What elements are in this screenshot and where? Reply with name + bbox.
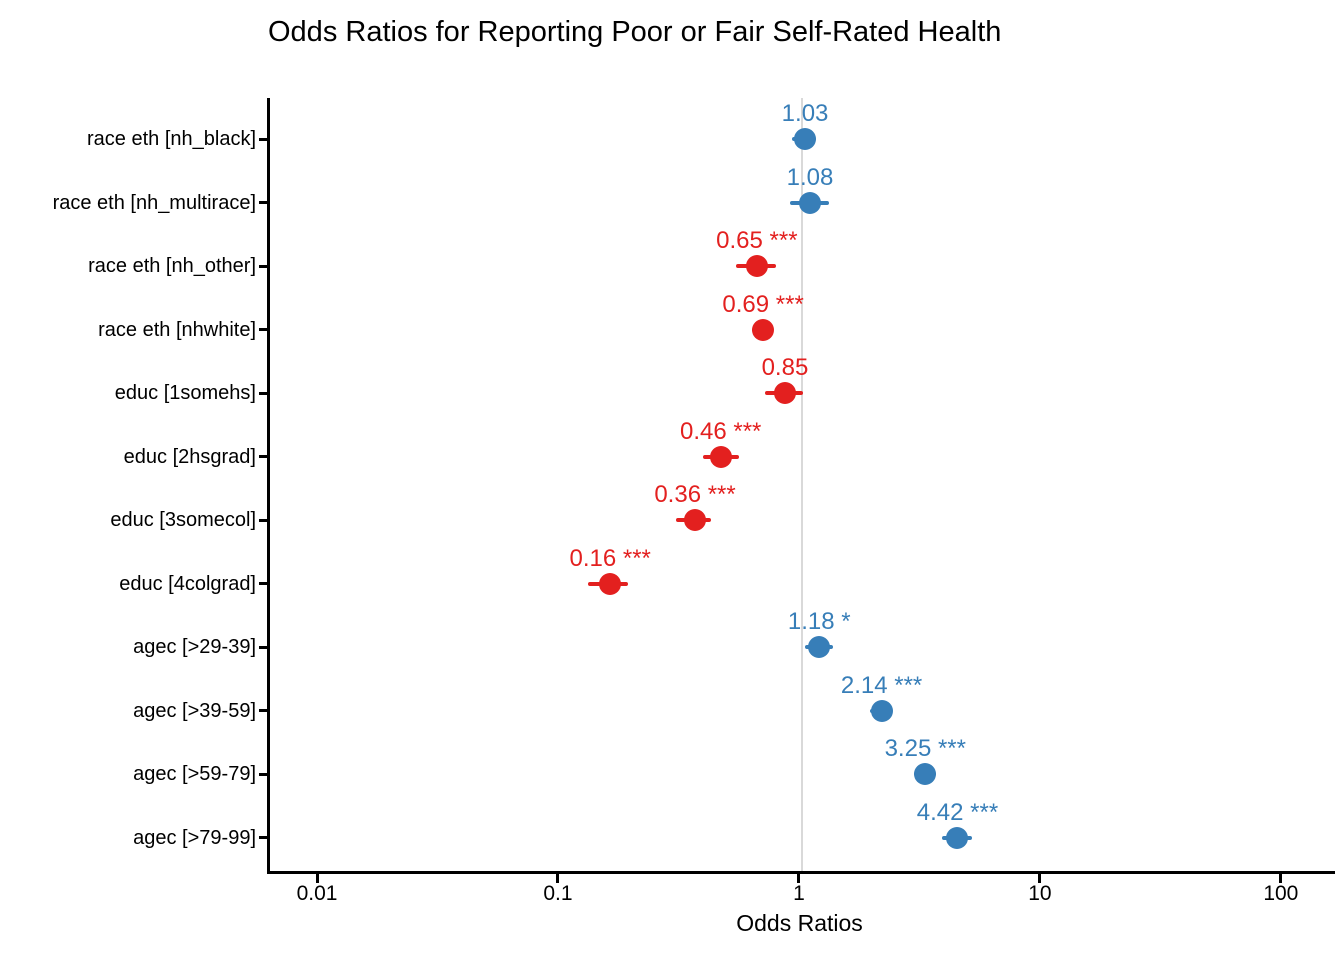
x-axis-tick <box>1279 874 1283 883</box>
y-axis-tick <box>259 137 267 141</box>
point-estimate-dot <box>799 191 821 214</box>
point-estimate-dot <box>794 128 817 150</box>
x-axis-title: Odds Ratios <box>736 910 863 936</box>
point-estimate-dot <box>709 445 732 468</box>
estimate-value-label: 0.46 *** <box>679 417 762 445</box>
y-axis-tick <box>259 836 267 839</box>
y-axis-label: educ [3somecol] <box>110 509 256 531</box>
point-estimate-dot <box>599 572 622 595</box>
x-axis-tick-label: 0.01 <box>296 882 338 905</box>
chart-title: Odds Ratios for Reporting Poor or Fair S… <box>268 16 1002 48</box>
y-axis-tick <box>259 772 267 776</box>
y-axis-label: race eth [nh_multirace] <box>52 191 256 214</box>
estimate-value-label: 0.85 <box>761 354 809 381</box>
point-estimate-dot <box>808 636 831 658</box>
estimate-value-label: 1.03 <box>781 100 829 127</box>
x-axis-tick <box>556 874 560 883</box>
estimate-value-label: 0.36 *** <box>654 481 736 508</box>
y-axis-tick <box>259 709 267 712</box>
point-estimate-dot <box>870 699 893 722</box>
point-estimate-dot <box>745 255 768 277</box>
y-axis-label: educ [4colgrad] <box>119 572 256 595</box>
y-axis-label: race eth [nh_other] <box>88 255 256 277</box>
reference-line-x1 <box>800 98 803 871</box>
y-axis-tick <box>259 518 267 522</box>
y-axis-tick <box>259 201 267 204</box>
x-axis-tick-label: 100 <box>1263 882 1299 905</box>
y-axis-label: educ [1somehs] <box>114 382 256 404</box>
y-axis-tick <box>259 582 267 585</box>
x-axis-tick <box>1038 874 1042 883</box>
y-axis-tick <box>259 645 267 649</box>
y-axis-label: agec [>39-59] <box>133 699 256 722</box>
plot-area: 1.03 1.08 0.65 *** 0.69 *** 0.85 0.46 *** 0.36… <box>267 98 1335 874</box>
point-estimate-dot <box>914 763 937 785</box>
y-axis-label: race eth [nh_black] <box>87 128 256 150</box>
y-axis-label: agec [>79-99] <box>133 826 256 849</box>
estimate-value-label: 2.14 *** <box>840 671 923 699</box>
estimate-value-label: 4.42 *** <box>916 798 999 826</box>
x-axis-tick <box>797 874 801 883</box>
x-axis-tick-label: 1 <box>793 882 805 905</box>
y-axis-tick <box>259 328 267 331</box>
y-axis-tick <box>259 264 267 268</box>
estimate-value-label: 0.69 *** <box>722 290 804 318</box>
x-axis-tick-label: 10 <box>1028 882 1052 905</box>
estimate-value-label: 1.18 * <box>787 608 851 635</box>
y-axis-label: educ [2hsgrad] <box>123 445 256 468</box>
estimate-value-label: 0.16 *** <box>569 544 651 572</box>
y-axis-label: agec [>59-79] <box>133 763 256 785</box>
point-estimate-dot <box>946 826 969 849</box>
estimate-value-label: 1.08 <box>786 163 834 191</box>
point-estimate-dot <box>752 318 775 341</box>
x-axis-tick-label: 0.1 <box>543 882 573 905</box>
x-axis-tick <box>315 874 319 883</box>
y-axis-label: race eth [nhwhite] <box>98 318 256 341</box>
estimate-value-label: 0.65 *** <box>716 227 798 254</box>
y-axis-label: agec [>29-39] <box>133 636 256 658</box>
estimate-value-label: 3.25 *** <box>884 735 966 762</box>
y-axis-tick <box>259 455 267 458</box>
point-estimate-dot <box>684 509 707 531</box>
point-estimate-dot <box>773 382 796 404</box>
y-axis-tick <box>259 391 267 395</box>
